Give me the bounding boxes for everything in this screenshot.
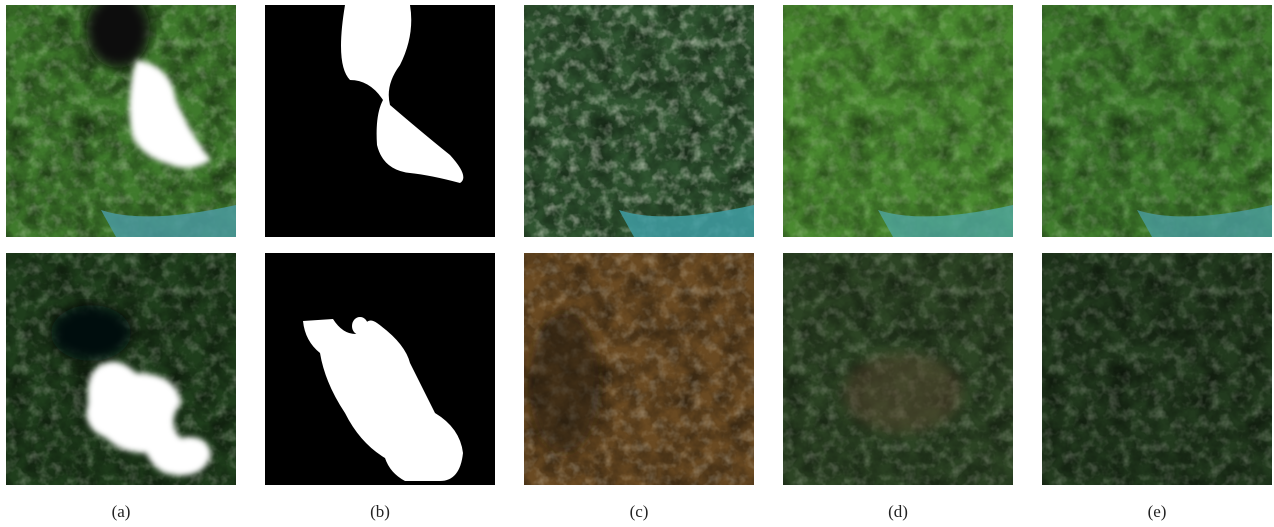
- reference-image: [524, 253, 754, 485]
- cloud-mask: [265, 253, 495, 485]
- cloud-mask: [265, 5, 495, 237]
- caption: (e): [1148, 502, 1167, 521]
- cloudy-image: [6, 0, 236, 237]
- result-image: [1042, 5, 1272, 237]
- result-image: [783, 253, 1013, 485]
- caption: (b): [370, 502, 390, 521]
- result-image: [783, 5, 1013, 237]
- caption: (c): [630, 502, 649, 521]
- result-image: [1042, 253, 1272, 485]
- reference-image: [524, 5, 754, 237]
- cloudy-image: [6, 253, 236, 485]
- figure: (a) (b) (c) (d) (e): [0, 0, 1274, 527]
- caption: (d): [888, 502, 908, 521]
- caption: (a): [112, 502, 131, 521]
